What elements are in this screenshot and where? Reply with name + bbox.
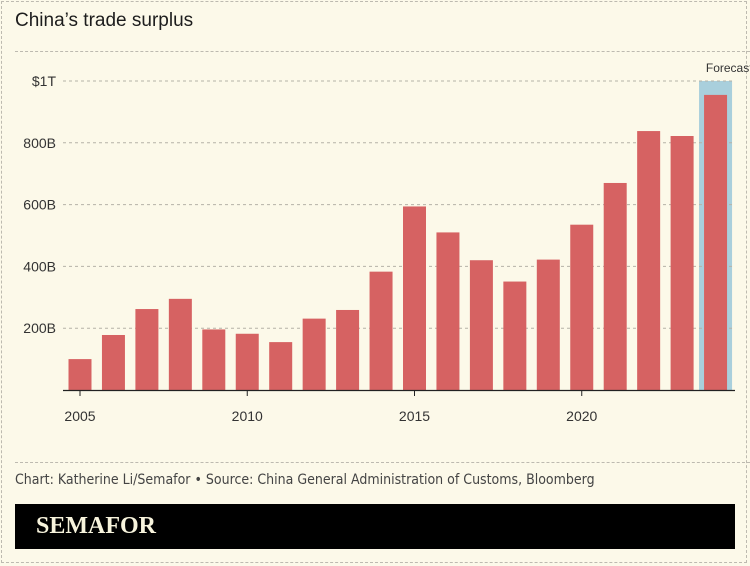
bar-2017 xyxy=(469,260,493,390)
bar-2021 xyxy=(603,182,627,390)
bar-2023 xyxy=(670,136,694,390)
bar-2007 xyxy=(135,309,159,390)
bar-2011 xyxy=(269,342,293,390)
brand-bar: SEMAFOR xyxy=(15,504,735,549)
x-tick-label: 2020 xyxy=(566,408,597,424)
bar-2016 xyxy=(436,232,460,390)
x-tick-label: 2015 xyxy=(399,408,430,424)
bar-2012 xyxy=(302,318,326,390)
bar-2013 xyxy=(336,309,360,390)
bar-2024 xyxy=(704,94,728,390)
divider xyxy=(15,462,750,463)
bar-2009 xyxy=(202,329,226,390)
y-tick-label: $1T xyxy=(32,73,57,89)
y-tick-label: 600B xyxy=(23,197,56,213)
bar-2020 xyxy=(570,224,594,390)
chart-title: China’s trade surplus xyxy=(15,10,194,31)
bar-2006 xyxy=(101,334,125,390)
bar-2010 xyxy=(235,333,259,390)
bar-2018 xyxy=(503,281,527,390)
bar-2005 xyxy=(68,359,92,390)
y-tick-label: 800B xyxy=(23,135,56,151)
forecast-label: Forecast xyxy=(706,61,750,75)
x-tick-label: 2010 xyxy=(232,408,263,424)
bar-2019 xyxy=(536,259,560,390)
source-credit: Chart: Katherine Li/Semafor • Source: Ch… xyxy=(15,472,595,488)
bar-2015 xyxy=(403,206,426,390)
bar-2014 xyxy=(369,271,393,390)
y-tick-label: 200B xyxy=(23,320,56,336)
bar-2022 xyxy=(637,131,661,391)
bar-2008 xyxy=(168,298,192,390)
y-tick-label: 400B xyxy=(23,258,56,274)
semafor-logo: SEMAFOR xyxy=(36,513,156,539)
x-tick-label: 2005 xyxy=(64,408,95,424)
bar-chart: Forecast 200B 400B 600B 800B $1T 2005 2010 2015 2… xyxy=(23,61,750,424)
divider xyxy=(15,51,750,52)
